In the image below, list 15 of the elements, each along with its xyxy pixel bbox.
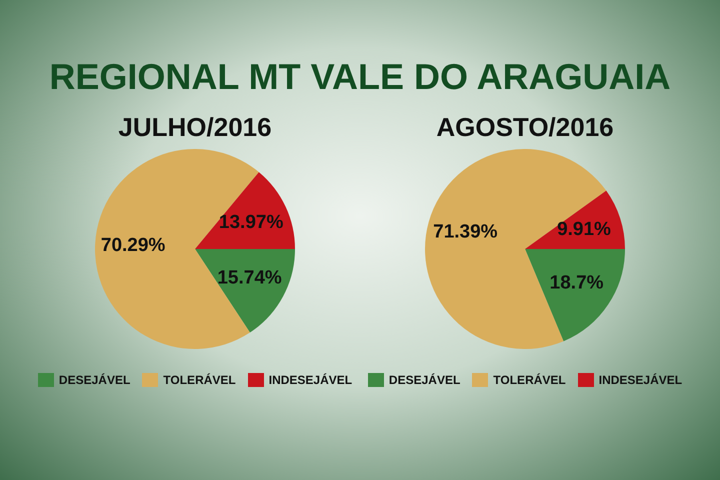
legend-label: INDESEJÁVEL xyxy=(598,373,682,387)
legend-label: INDESEJÁVEL xyxy=(268,373,352,387)
data-label: 13.97% xyxy=(218,212,284,233)
chart-title: JULHO/2016 xyxy=(117,112,273,143)
legend-label: DESEJÁVEL xyxy=(388,373,460,387)
data-label: 9.91% xyxy=(557,219,612,240)
chart-title: AGOSTO/2016 xyxy=(435,112,615,143)
data-label: 18.7% xyxy=(550,272,604,294)
legend-label: TOLERÁVEL xyxy=(493,373,566,387)
text: REGIONAL MT VALE DO ARAGUAIA xyxy=(48,55,672,98)
legend-label: DESEJÁVEL xyxy=(58,373,130,387)
legend-label: TOLERÁVEL xyxy=(163,373,236,387)
data-label: 70.29% xyxy=(100,234,166,256)
data-label: 15.74% xyxy=(217,268,282,289)
data-label: 71.39% xyxy=(433,221,498,242)
